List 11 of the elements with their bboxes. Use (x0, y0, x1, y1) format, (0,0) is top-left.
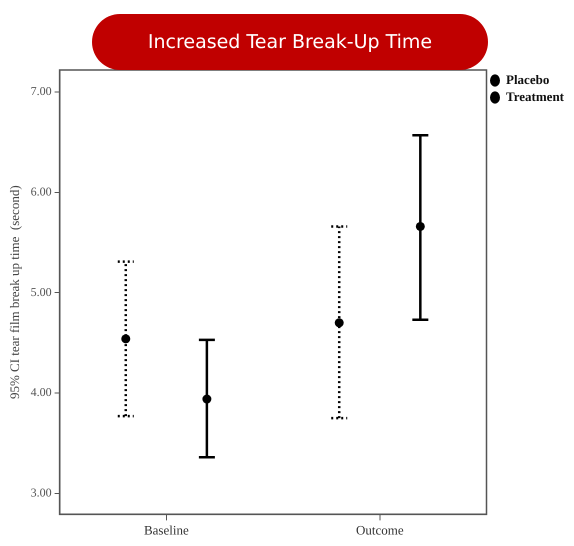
y-tick-label: 6.00 (30, 184, 52, 199)
legend-label: Placebo (506, 72, 550, 87)
x-tick-label: Baseline (144, 522, 189, 538)
chart-title: Increased Tear Break-Up Time (92, 14, 488, 70)
y-tick-label: 4.00 (30, 385, 52, 400)
y-tick-label: 3.00 (30, 485, 52, 500)
y-tick-label: 5.00 (30, 284, 52, 299)
legend-label: Treatment (506, 88, 565, 104)
y-axis-title: 95% CI tear film break up time (second) (7, 185, 22, 400)
x-tick-label: Outcome (356, 522, 404, 538)
y-tick-label: 7.00 (30, 84, 52, 98)
